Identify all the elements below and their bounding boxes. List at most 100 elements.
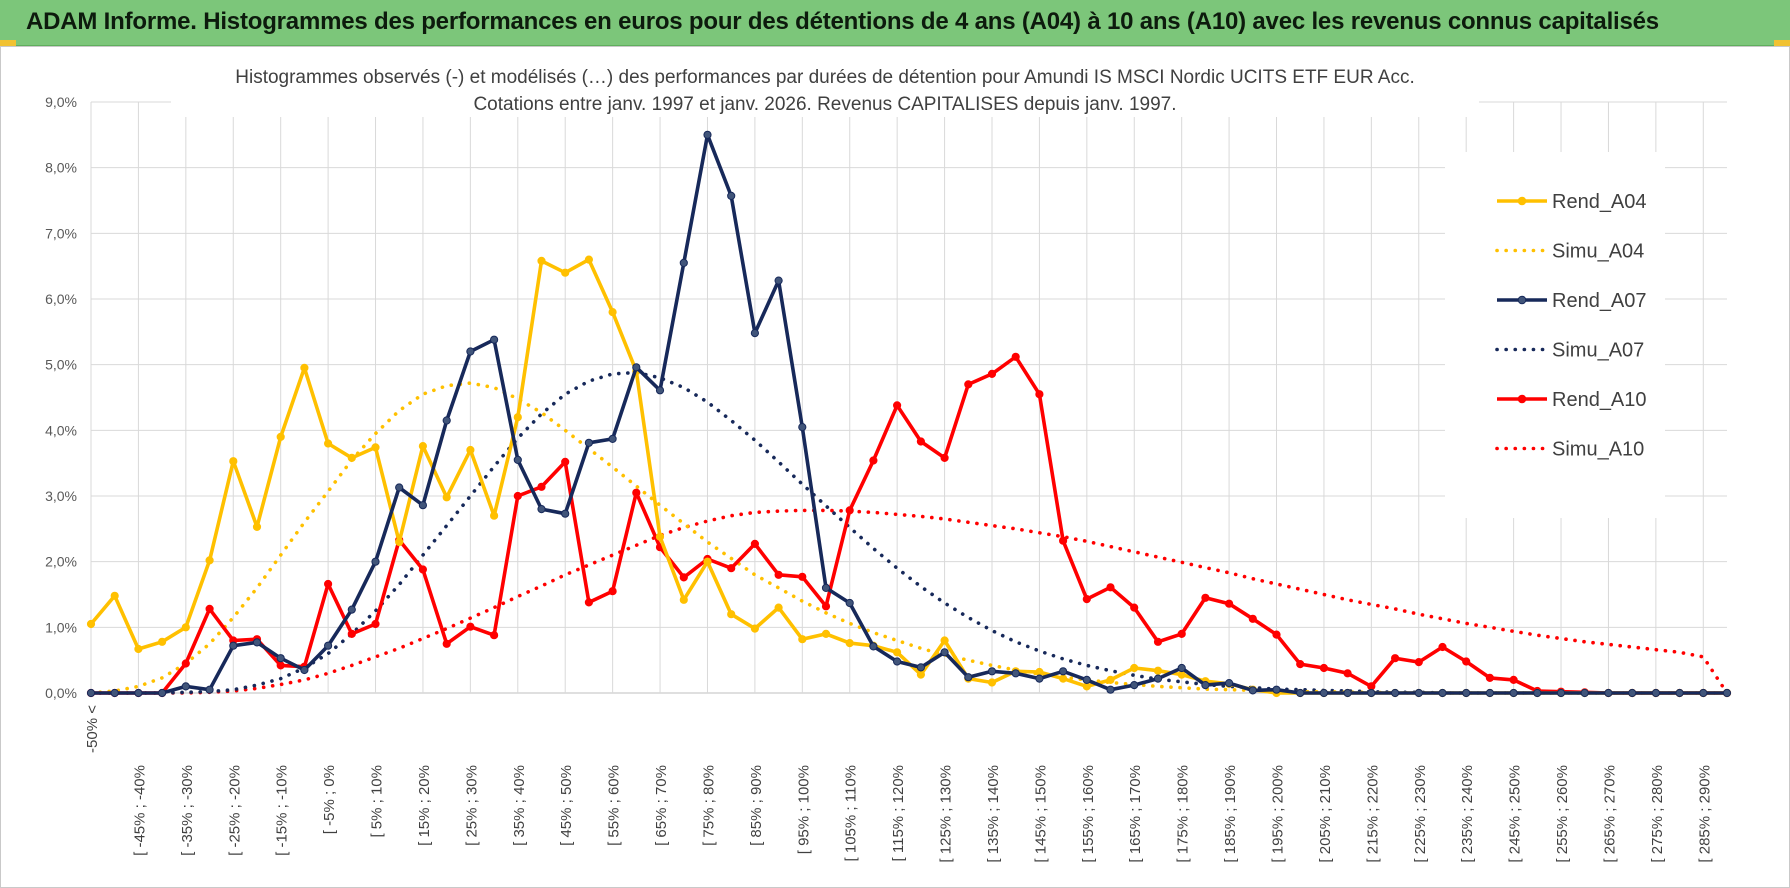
x-tick-label: -50% < xyxy=(84,705,101,753)
data-point-rend-a07 xyxy=(1556,688,1566,698)
data-point-rend-a04 xyxy=(1059,674,1068,683)
data-point-rend-a10 xyxy=(1011,352,1020,361)
data-point-rend-a10 xyxy=(608,587,617,596)
data-point-rend-a07 xyxy=(181,682,190,691)
title-backdrop xyxy=(171,59,1479,117)
data-point-rend-a07 xyxy=(869,642,878,651)
data-point-rend-a07 xyxy=(916,663,926,672)
data-point-rend-a04 xyxy=(229,457,238,466)
y-tick-label: 6,0% xyxy=(45,291,77,307)
data-point-rend-a10 xyxy=(1177,629,1186,639)
data-point-rend-a07 xyxy=(276,654,285,663)
banner-title: ADAM Informe. Histogrammes des performan… xyxy=(26,8,1659,35)
data-point-rend-a10 xyxy=(774,570,783,579)
y-axis: 0,0% 1,0% 2,0% 3,0% 4,0% 5,0% 6,0% 7,0% 8,0% 9,0% xyxy=(45,94,77,701)
legend-backdrop xyxy=(1445,152,1665,518)
data-point-rend-a10 xyxy=(371,619,380,629)
data-point-rend-a07 xyxy=(1201,681,1210,690)
data-point-rend-a07 xyxy=(324,641,333,650)
legend-marker-rend-a04 xyxy=(1517,196,1527,206)
data-point-rend-a04 xyxy=(110,591,119,600)
data-point-rend-a10 xyxy=(679,573,688,582)
x-tick-label: [ 175% ; 180% xyxy=(1175,765,1192,863)
data-point-rend-a07 xyxy=(418,501,427,510)
data-point-rend-a10 xyxy=(1485,673,1495,683)
data-point-rend-a07 xyxy=(1082,675,1091,685)
data-point-rend-a10 xyxy=(821,602,831,611)
x-tick-label: [ 275% ; 280% xyxy=(1649,765,1666,863)
legend-marker-rend-a07 xyxy=(1517,295,1527,305)
legend-label-rend-a04: Rend_A04 xyxy=(1552,191,1647,213)
data-point-rend-a07 xyxy=(1272,685,1281,694)
data-point-rend-a07 xyxy=(608,434,617,443)
series-line-rend-a07 xyxy=(91,133,1727,695)
data-point-rend-a10 xyxy=(893,401,902,410)
x-tick-label: [ 45% ; 50% xyxy=(558,765,575,846)
chart-title: Histogrammes observés (-) et modélisés (… xyxy=(235,67,1414,88)
data-point-rend-a10 xyxy=(940,453,949,462)
data-point-rend-a07 xyxy=(1059,667,1068,676)
data-point-rend-a07 xyxy=(513,455,522,464)
data-point-rend-a07 xyxy=(1177,663,1186,673)
data-point-rend-a10 xyxy=(1153,637,1163,646)
y-tick-label: 1,0% xyxy=(45,619,77,635)
data-point-rend-a07 xyxy=(86,688,96,698)
x-tick-label: [ 65% ; 70% xyxy=(653,765,670,846)
data-point-rend-a04 xyxy=(347,453,356,462)
data-point-rend-a04 xyxy=(584,255,594,264)
data-point-rend-a07 xyxy=(1699,688,1708,698)
data-point-rend-a04 xyxy=(181,623,190,632)
data-point-rend-a07 xyxy=(774,276,783,285)
data-point-rend-a07 xyxy=(1130,681,1139,690)
x-tick-label: [ 35% ; 40% xyxy=(511,765,528,846)
data-point-rend-a10 xyxy=(1130,603,1139,612)
data-point-rend-a07 xyxy=(1343,688,1352,698)
data-point-rend-a04 xyxy=(821,629,831,639)
data-point-rend-a07 xyxy=(632,363,641,372)
legend-label-simu-a10: Simu_A10 xyxy=(1552,439,1644,461)
x-tick-label: [ 255% ; 260% xyxy=(1554,765,1571,863)
data-point-rend-a10 xyxy=(418,565,427,574)
x-tick-label: [ -45% ; -40% xyxy=(131,765,148,856)
legend-entry-rend-a04: Rend_A04 xyxy=(1497,191,1647,213)
data-point-rend-a10 xyxy=(987,369,997,378)
data-point-rend-a07 xyxy=(987,667,997,676)
x-tick-label: [ 225% ; 230% xyxy=(1412,765,1429,863)
data-point-rend-a04 xyxy=(537,256,546,265)
data-point-rend-a07 xyxy=(1319,688,1329,698)
data-point-rend-a07 xyxy=(1722,688,1732,698)
data-point-rend-a07 xyxy=(1367,688,1376,698)
data-point-rend-a07 xyxy=(1011,669,1020,678)
legend-entry-simu-a07: Simu_A07 xyxy=(1495,340,1644,362)
x-tick-label: [ -5% ; 0% xyxy=(321,765,338,834)
data-point-rend-a10 xyxy=(466,622,475,631)
legend-entry-rend-a10: Rend_A10 xyxy=(1497,389,1647,411)
series-line-rend-a10 xyxy=(91,354,1727,695)
data-point-rend-a04 xyxy=(205,556,214,565)
data-point-rend-a10 xyxy=(205,604,214,614)
data-point-rend-a04 xyxy=(1153,666,1163,675)
data-point-rend-a10 xyxy=(1414,658,1423,667)
x-tick-label: [ 145% ; 150% xyxy=(1032,765,1049,863)
data-point-rend-a04 xyxy=(893,648,902,657)
data-point-rend-a07 xyxy=(584,438,594,447)
data-point-rend-a07 xyxy=(371,557,380,566)
y-tick-label: 0,0% xyxy=(45,685,77,701)
data-point-rend-a10 xyxy=(845,506,854,515)
corner-mark-right xyxy=(1774,40,1790,46)
data-point-rend-a07 xyxy=(845,598,854,608)
series-line-simu-a07 xyxy=(89,370,1729,695)
data-point-rend-a07 xyxy=(893,657,902,666)
x-tick-label: [ 185% ; 190% xyxy=(1222,765,1239,863)
data-point-rend-a07 xyxy=(252,638,262,647)
legend-label-simu-a04: Simu_A04 xyxy=(1552,241,1644,263)
data-point-rend-a07 xyxy=(703,130,712,139)
data-point-rend-a04 xyxy=(608,308,617,317)
data-point-rend-a10 xyxy=(798,572,807,581)
data-point-rend-a07 xyxy=(1225,679,1234,688)
x-tick-label: [ 95% ; 100% xyxy=(795,765,812,854)
data-point-rend-a10 xyxy=(727,564,736,573)
data-point-rend-a07 xyxy=(727,191,736,200)
data-point-rend-a07 xyxy=(1106,685,1115,694)
data-point-rend-a07 xyxy=(347,605,356,614)
